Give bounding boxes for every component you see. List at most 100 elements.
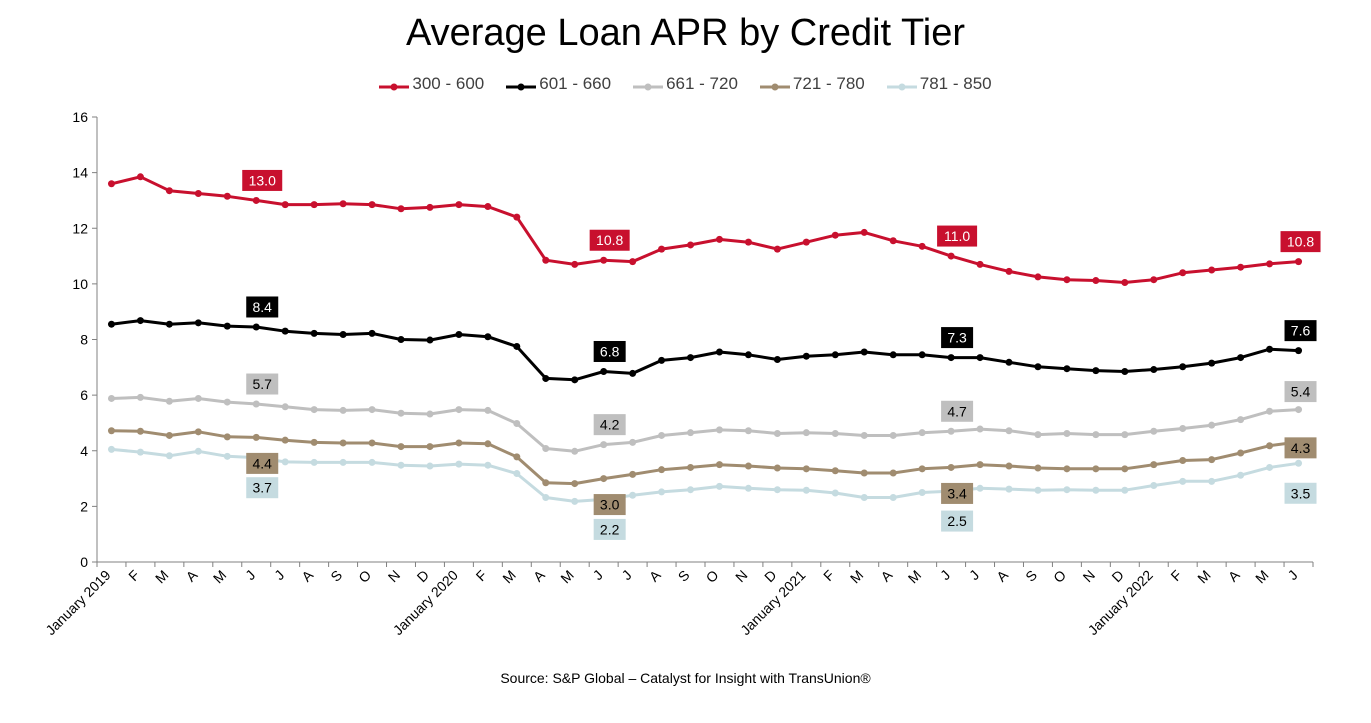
data-point bbox=[1266, 345, 1274, 353]
y-tick-label: 0 bbox=[80, 554, 88, 570]
data-point bbox=[802, 352, 810, 360]
data-point bbox=[976, 484, 984, 492]
data-point bbox=[1208, 421, 1216, 429]
data-label: 2.2 bbox=[600, 521, 620, 537]
data-point bbox=[1121, 278, 1129, 286]
data-point bbox=[513, 342, 521, 350]
x-tick-label: J bbox=[1284, 567, 1300, 583]
data-point bbox=[194, 189, 202, 197]
data-point bbox=[513, 213, 521, 221]
data-label: 3.4 bbox=[947, 485, 967, 501]
data-label-box bbox=[941, 482, 974, 504]
data-label: 4.2 bbox=[600, 417, 620, 433]
data-label: 10.8 bbox=[1287, 234, 1314, 250]
data-point bbox=[397, 443, 405, 451]
data-label: 5.4 bbox=[1291, 384, 1311, 400]
data-label-box bbox=[1280, 231, 1321, 253]
data-point bbox=[860, 469, 868, 477]
data-point bbox=[281, 436, 289, 444]
data-point bbox=[802, 238, 810, 246]
data-point bbox=[658, 488, 666, 496]
data-point bbox=[889, 493, 897, 501]
data-label-box bbox=[246, 452, 279, 474]
data-point bbox=[397, 409, 405, 417]
data-point bbox=[310, 458, 318, 466]
x-tick-label: M bbox=[1252, 567, 1272, 587]
data-point bbox=[918, 488, 926, 496]
x-tick-label: A bbox=[530, 566, 548, 584]
data-point bbox=[976, 354, 984, 362]
data-point bbox=[165, 431, 173, 439]
data-point bbox=[310, 201, 318, 209]
data-point bbox=[281, 201, 289, 209]
data-point bbox=[194, 319, 202, 327]
data-point bbox=[252, 400, 260, 408]
x-tick-label: A bbox=[993, 566, 1011, 584]
data-point bbox=[1208, 477, 1216, 485]
data-point bbox=[1179, 363, 1187, 371]
x-tick-label: F bbox=[473, 567, 490, 584]
data-point bbox=[1150, 461, 1158, 469]
data-point bbox=[744, 462, 752, 470]
data-point bbox=[715, 426, 723, 434]
data-point bbox=[107, 445, 115, 453]
data-point bbox=[368, 439, 376, 447]
data-label-box bbox=[941, 510, 974, 532]
data-label-box bbox=[246, 296, 279, 318]
data-point bbox=[136, 317, 144, 325]
data-point bbox=[368, 458, 376, 466]
data-point bbox=[1179, 425, 1187, 432]
y-tick-label: 10 bbox=[72, 276, 88, 292]
data-point bbox=[281, 327, 289, 335]
data-point bbox=[831, 467, 839, 475]
data-point bbox=[165, 320, 173, 328]
data-point bbox=[223, 452, 231, 460]
data-point bbox=[802, 486, 810, 494]
data-point bbox=[715, 482, 723, 490]
y-tick-label: 16 bbox=[72, 109, 88, 125]
data-point bbox=[136, 427, 144, 435]
data-point bbox=[1063, 276, 1071, 284]
data-label-box bbox=[1284, 437, 1317, 459]
data-point bbox=[600, 475, 608, 483]
data-point bbox=[918, 242, 926, 250]
x-tick-label: D bbox=[1108, 567, 1126, 585]
data-point bbox=[1063, 486, 1071, 494]
data-point bbox=[600, 441, 608, 449]
data-label-box bbox=[593, 340, 626, 362]
data-point bbox=[136, 393, 144, 401]
x-tick-label: O bbox=[355, 567, 374, 586]
data-point bbox=[687, 354, 695, 362]
data-point bbox=[1092, 277, 1100, 285]
data-point bbox=[1005, 462, 1013, 470]
data-label: 11.0 bbox=[944, 228, 970, 244]
data-point bbox=[773, 430, 781, 438]
data-point bbox=[1092, 431, 1100, 439]
data-point bbox=[571, 497, 579, 505]
data-point bbox=[455, 439, 463, 447]
data-label: 8.4 bbox=[253, 299, 273, 315]
legend-item: 601 - 660 bbox=[506, 74, 611, 94]
data-point bbox=[513, 419, 521, 427]
x-tick-label: J bbox=[966, 567, 982, 583]
data-point bbox=[947, 427, 955, 435]
data-point bbox=[1121, 367, 1129, 375]
legend-label: 300 - 600 bbox=[412, 74, 485, 93]
data-point bbox=[1266, 407, 1274, 415]
data-point bbox=[281, 403, 289, 411]
data-label: 3.0 bbox=[600, 497, 620, 513]
data-point bbox=[194, 447, 202, 455]
data-point bbox=[165, 187, 173, 195]
data-point bbox=[1063, 365, 1071, 373]
data-label-box bbox=[246, 373, 279, 395]
data-point bbox=[658, 245, 666, 253]
series-line bbox=[111, 447, 1299, 503]
legend-swatch bbox=[633, 78, 664, 91]
data-point bbox=[629, 258, 637, 266]
legend-item: 300 - 600 bbox=[379, 74, 484, 94]
data-point bbox=[831, 351, 839, 359]
data-label: 6.8 bbox=[600, 343, 620, 359]
x-tick-label: M bbox=[557, 567, 577, 587]
data-point bbox=[542, 479, 550, 487]
